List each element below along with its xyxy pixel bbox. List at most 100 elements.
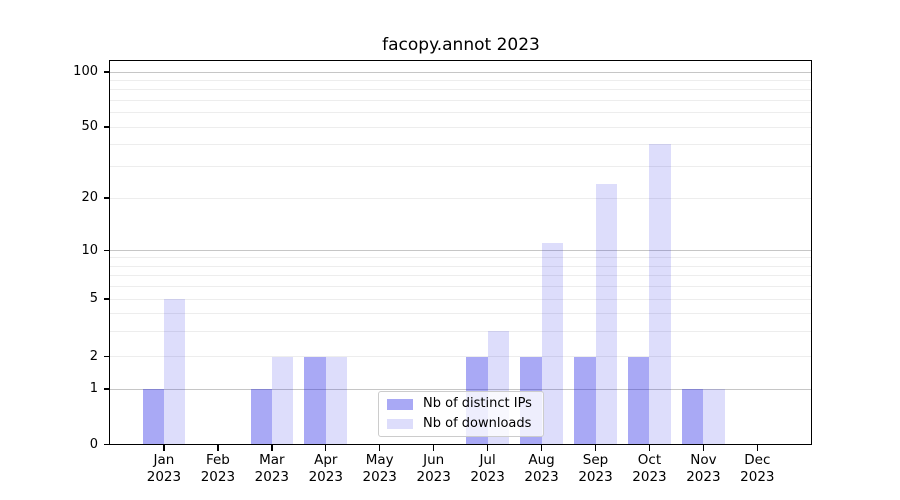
minor-gridline [110,99,812,101]
minor-gridline [110,197,812,199]
x-tick-month: Mar [259,452,285,468]
x-tick-year: 2023 [686,469,721,485]
x-tick-label-sep: Sep 2023 [566,452,626,486]
x-tick-year: 2023 [524,469,559,485]
x-tick-month: Sep [582,452,609,468]
x-tick-month: Oct [637,452,662,468]
x-tick-label-oct: Oct 2023 [619,452,679,486]
x-tick-year: 2023 [632,469,667,485]
x-tick-mark [648,444,651,451]
x-tick-label-nov: Nov 2023 [673,452,733,486]
minor-gridline [110,166,812,168]
y-tick-label: 1 [89,381,98,396]
x-tick-month: Dec [744,452,771,468]
bar-distinct-ips-nov [682,389,704,445]
bar-downloads-sep [595,183,617,445]
bar-downloads-mar [271,356,294,445]
x-tick-label-mar: Mar 2023 [242,452,302,486]
x-tick-year: 2023 [362,469,397,485]
x-tick-month: Jul [479,452,496,468]
minor-gridline [110,265,812,267]
minor-gridline [110,285,812,287]
x-tick-year: 2023 [740,469,775,485]
y-tick-label: 10 [81,242,98,258]
x-tick-month: Apr [314,452,338,468]
y-tick-label: 20 [81,190,98,205]
x-tick-year: 2023 [416,469,451,485]
x-tick-mark [271,444,273,451]
bar-distinct-ips-sep [574,356,596,445]
bar-distinct-ips-mar [250,389,272,445]
bar-distinct-ips-apr [304,356,326,445]
x-tick-year: 2023 [578,469,613,485]
x-tick-mark [217,444,219,451]
bar-downloads-apr [325,356,348,445]
x-tick-mark [540,444,543,451]
bar-downloads-jan [163,299,186,445]
x-tick-year: 2023 [254,469,289,485]
x-tick-month: Jan [153,452,175,468]
x-tick-label-jan: Jan 2023 [134,452,194,486]
x-tick-label-dec: Dec 2023 [727,452,787,486]
minor-gridline [110,356,812,357]
bar-distinct-ips-oct [628,356,650,445]
x-tick-label-feb: Feb 2023 [188,452,248,486]
x-tick-mark [594,444,597,451]
minor-gridline [110,330,812,332]
y-tick-mark [104,197,110,199]
x-tick-label-jul: Jul 2023 [458,452,518,486]
y-tick-mark [104,249,110,252]
x-tick-year: 2023 [308,469,343,485]
legend-label: Nb of distinct IPs [423,396,532,412]
major-gridline [110,71,812,73]
x-tick-mark [702,444,705,451]
y-tick-mark [104,71,110,73]
x-tick-month: Nov [690,452,717,468]
y-tick-label: 0 [89,436,98,452]
legend-item: Nb of downloads [387,416,535,433]
x-tick-label-aug: Aug 2023 [512,452,572,486]
axes-frame [108,60,812,446]
legend-label: Nb of downloads [423,415,532,431]
minor-gridline [110,274,812,276]
minor-gridline [110,257,812,259]
minor-gridline [110,143,812,145]
legend-swatch [387,418,413,429]
y-tick-mark [104,126,110,128]
minor-gridline [110,79,812,81]
major-gridline [110,388,812,390]
x-tick-month: Feb [205,452,230,468]
x-tick-mark [756,444,759,451]
x-tick-label-may: May 2023 [350,452,410,486]
minor-gridline [110,126,812,128]
y-tick-label: 5 [89,291,98,306]
chart-title: facopy.annot 2023 [382,35,540,55]
y-tick-mark [104,443,110,446]
minor-gridline [110,298,812,300]
x-tick-mark [325,444,327,451]
x-tick-label-jun: Jun 2023 [404,452,464,486]
legend: Nb of distinct IPs Nb of downloads [378,391,544,437]
y-tick-mark [104,355,110,358]
x-tick-mark [379,444,381,451]
x-tick-month: May [365,452,394,468]
y-tick-mark [104,388,110,390]
x-tick-year: 2023 [146,469,182,485]
y-tick-label: 100 [73,64,98,79]
major-gridline [110,250,812,251]
bar-downloads-aug [541,243,563,445]
legend-item: Nb of distinct IPs [387,396,535,413]
x-tick-year: 2023 [200,469,236,485]
x-tick-label-apr: Apr 2023 [296,452,356,486]
y-tick-label: 2 [89,348,98,364]
x-tick-year: 2023 [470,469,505,485]
bar-distinct-ips-jan [142,389,164,445]
minor-gridline [110,312,812,314]
bar-downloads-nov [703,389,725,445]
x-tick-month: Aug [528,452,555,468]
x-tick-mark [432,444,435,451]
bar-downloads-oct [649,144,671,445]
x-tick-mark [486,444,489,451]
legend-swatch [387,399,413,410]
